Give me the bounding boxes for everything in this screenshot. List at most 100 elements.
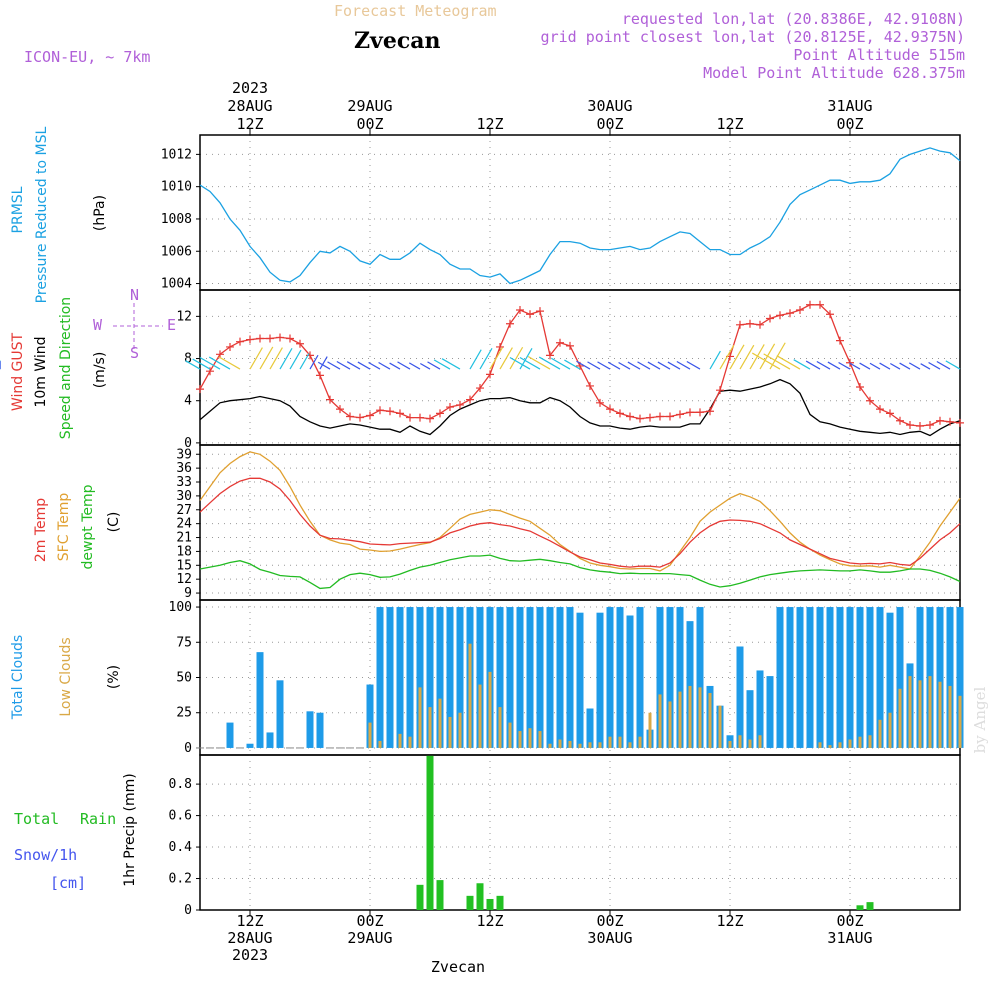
y-tick-label: 0: [184, 741, 192, 756]
wind-direction-arrow: [686, 360, 701, 370]
low-clouds-bar: [428, 707, 432, 748]
wind-gust-marker: [866, 396, 874, 405]
total-clouds-bar: [496, 607, 504, 748]
rain-bar: [856, 905, 864, 910]
wind-direction-arrow: [776, 355, 801, 370]
total-clouds-bar: [396, 607, 404, 748]
total-clouds-bar: [746, 690, 754, 748]
top-axis-label: 31AUG: [827, 97, 872, 115]
wind-gust-marker: [566, 341, 574, 350]
low-clouds-bar: [368, 722, 372, 748]
total-clouds-bar: [276, 680, 284, 748]
low-clouds-bar: [628, 742, 632, 748]
label-10m-wind: 10m Wind: [33, 336, 49, 407]
wind-gust-marker: [326, 395, 334, 404]
wind-direction-arrow: [657, 361, 671, 370]
wind-direction-arrow: [928, 361, 941, 370]
total-clouds-bar: [876, 607, 884, 748]
total-clouds-bar: [426, 607, 434, 748]
wind-gust-marker: [396, 409, 404, 418]
y-tick-label: 1012: [161, 147, 192, 162]
wind-direction-arrow: [848, 362, 861, 370]
header-model-altitude: Model Point Altitude 628.375m: [703, 64, 965, 82]
wind-gust-marker: [826, 310, 834, 319]
wind-direction-arrow: [192, 358, 211, 370]
wind-gust-marker: [266, 334, 274, 343]
wind-gust-marker: [916, 422, 924, 431]
wind-gust-marker: [546, 351, 554, 360]
wind-direction-arrow: [208, 356, 231, 370]
low-clouds-bar: [948, 685, 952, 748]
total-clouds-bar: [406, 607, 414, 748]
wind-direction-arrow: [269, 347, 283, 370]
wind-gust-marker: [386, 407, 394, 416]
compass-s: S: [130, 344, 139, 362]
label-percent: (%): [106, 665, 122, 689]
y-tick-label: 100: [169, 600, 192, 615]
label-total-clouds: Total Clouds: [10, 635, 26, 720]
wind-direction-arrow: [618, 361, 631, 370]
wind-gust-marker: [676, 410, 684, 419]
low-clouds-bar: [598, 742, 602, 748]
wind-gust-marker: [286, 334, 294, 343]
low-clouds-bar: [938, 681, 942, 748]
total-clouds-bar: [626, 615, 634, 748]
wind-direction-arrow: [259, 346, 274, 370]
total-clouds-bar: [786, 607, 794, 748]
total-clouds-bar: [956, 607, 964, 748]
low-clouds-bar: [568, 740, 572, 748]
wind-direction-arrow: [719, 344, 735, 370]
wind-direction-arrow: [890, 362, 901, 370]
wind-direction-arrow: [489, 347, 503, 370]
wind-gust-marker: [456, 400, 464, 409]
wind-gust-marker: [686, 408, 694, 417]
wind-gust-marker: [906, 420, 914, 429]
total-clouds-bar: [516, 607, 524, 748]
wind-direction-arrow: [199, 356, 221, 370]
wind-gust-marker: [586, 381, 594, 390]
total-clouds-bar: [306, 711, 314, 748]
wind-direction-arrow: [420, 362, 431, 370]
wind-direction-arrow: [389, 362, 401, 370]
low-clouds-bar: [868, 735, 872, 748]
wind-gust-marker: [926, 420, 934, 429]
low-clouds-bar: [908, 676, 912, 748]
header-point-altitude: Point Altitude 515m: [793, 46, 965, 64]
total-clouds-bar: [556, 607, 564, 748]
total-clouds-bar: [416, 607, 424, 748]
low-clouds-bar: [448, 716, 452, 748]
low-clouds-bar: [748, 739, 752, 748]
low-clouds-bar: [588, 742, 592, 748]
low-clouds-bar: [528, 728, 532, 748]
wind-direction-arrow: [538, 356, 561, 370]
total-clouds-bar: [946, 607, 954, 748]
bottom-axis-label: 28AUG: [227, 929, 272, 947]
wind-gust-marker: [256, 334, 264, 343]
low-clouds-bar: [558, 739, 562, 748]
header-title: Zvecan: [354, 28, 441, 54]
low-clouds-bar: [828, 745, 832, 748]
compass-e: E: [167, 316, 176, 334]
total-clouds-bar: [636, 607, 644, 748]
low-clouds-bar: [688, 685, 692, 748]
total-clouds-bar: [836, 607, 844, 748]
wind-gust-marker: [626, 412, 634, 421]
top-axis-label: 00Z: [836, 115, 863, 133]
dewpt-temp-line: [199, 554, 961, 590]
top-axis-label: 2023: [232, 79, 268, 97]
total-clouds-bar: [936, 607, 944, 748]
wind-direction-arrow: [499, 347, 513, 370]
panel-frame: [199, 754, 961, 911]
bottom-axis-label: 12Z: [236, 912, 263, 930]
low-clouds-bar: [958, 695, 962, 748]
rain-bar: [436, 880, 444, 910]
rain-bar: [486, 898, 494, 910]
total-clouds-bar: [796, 607, 804, 748]
wind-direction-arrow: [816, 360, 831, 370]
wind-direction-arrow: [397, 361, 411, 370]
top-axis-label: 12Z: [476, 115, 503, 133]
wind-gust-marker: [276, 333, 284, 342]
wind-direction-arrow: [945, 360, 961, 370]
low-clouds-bar: [818, 742, 822, 748]
